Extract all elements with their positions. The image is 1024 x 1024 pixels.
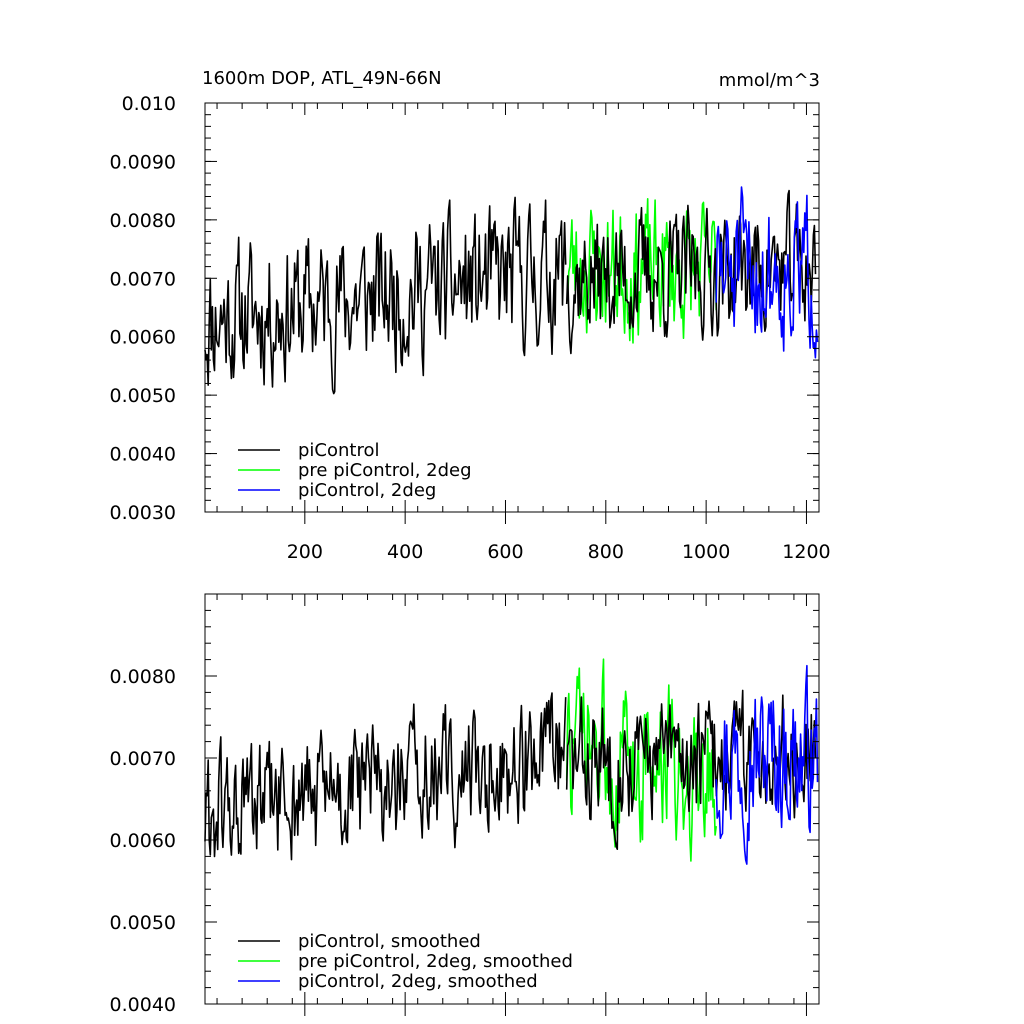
series-line-picontrol-smoothed — [204, 692, 567, 861]
top-plot-frame — [204, 102, 820, 513]
top-title-left: 1600m DOP, ATL_49N-66N — [202, 68, 442, 89]
x-tick-label: 600 — [487, 541, 523, 563]
y-tick-label: 0.0040 — [110, 444, 176, 466]
top-axes-layer: 200 400 600 800 1000 1200 0.0030 0.0040 0.0050 0.… — [110, 93, 831, 563]
y-tick-label: 0.0040 — [110, 994, 176, 1016]
series-line-picontrol-2deg — [715, 186, 819, 359]
y-tick-label: 0.0080 — [110, 210, 176, 232]
legend-label: pre piControl, 2deg, smoothed — [298, 951, 573, 972]
series-line-picontrol-2deg-smoothed — [715, 664, 819, 865]
legend-label: piControl — [298, 440, 380, 461]
bottom-series-layer — [204, 658, 819, 865]
top-series-layer — [204, 186, 819, 395]
top-title-right: mmol/m^3 — [719, 70, 820, 91]
series-line-picontrol — [204, 196, 567, 395]
y-tick-label: 0.0060 — [110, 830, 176, 852]
y-tick-label: 0.0080 — [110, 666, 176, 688]
x-tick-label: 400 — [387, 541, 423, 563]
y-tick-label: 0.0050 — [110, 385, 176, 407]
legend-label: pre piControl, 2deg — [298, 460, 472, 481]
legend-label: piControl, smoothed — [298, 931, 481, 952]
series-line-pre-picontrol-2deg — [566, 198, 717, 344]
y-tick-label: 0.010 — [122, 93, 176, 115]
bottom-axes-layer: 0.0040 0.0050 0.0060 0.0070 0.0080 — [110, 593, 819, 1016]
x-tick-label: 1200 — [782, 541, 830, 563]
y-tick-label: 0.0060 — [110, 327, 176, 349]
y-tick-label: 0.0070 — [110, 268, 176, 290]
top-panel: 1600m DOP, ATL_49N-66N mmol/m^3 200 400 60… — [110, 68, 831, 563]
legend-label: piControl, 2deg, smoothed — [298, 971, 538, 992]
x-tick-label: 800 — [588, 541, 624, 563]
x-tick-label: 1000 — [682, 541, 730, 563]
x-tick-label: 200 — [287, 541, 323, 563]
y-tick-label: 0.0090 — [110, 151, 176, 173]
series-line-black-continuation — [565, 189, 817, 355]
bottom-plot-frame — [204, 593, 820, 1005]
legend-label: piControl, 2deg — [298, 480, 436, 501]
y-tick-label: 0.0050 — [110, 912, 176, 934]
y-tick-label: 0.0030 — [110, 502, 176, 524]
y-tick-label: 0.0070 — [110, 748, 176, 770]
bottom-panel: 0.0040 0.0050 0.0060 0.0070 0.0080 piControl… — [110, 593, 820, 1016]
